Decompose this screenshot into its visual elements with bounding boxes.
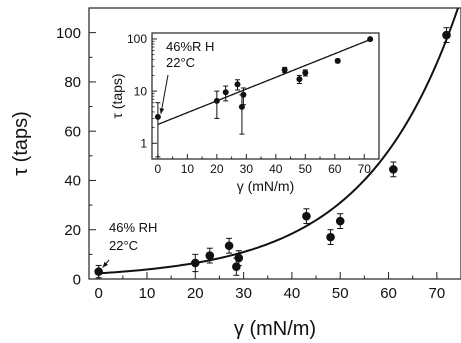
main-xtick-label: 20 (187, 285, 204, 302)
inset-data-point (334, 57, 341, 64)
inset-xtick-label: 30 (240, 162, 254, 176)
main-data-point (205, 251, 215, 260)
inset-xtick-label: 70 (358, 162, 372, 176)
main-annotation-arrowhead (102, 261, 108, 268)
main-frame (88, 7, 461, 280)
main-data-point (302, 211, 311, 221)
inset-annotation-text: 22°C (166, 55, 195, 70)
main-annotation-text: 46% RH (109, 220, 157, 235)
main-data-point (389, 165, 398, 174)
inset-annotation-text: 46%R H (166, 39, 214, 54)
inset-xtick-label: 50 (299, 162, 313, 176)
inset-data-point (302, 69, 309, 76)
main-annotation-text: 22°C (109, 238, 138, 253)
inset-ytick-label: 100 (127, 32, 147, 46)
main-y-axis-label: τ (taps) (10, 111, 32, 176)
inset-xtick-label: 40 (269, 162, 283, 176)
inset-xtick-label: 20 (210, 162, 224, 176)
main-data-point (224, 241, 234, 251)
inset-xtick-label: 0 (155, 162, 162, 176)
main-xtick-label: 60 (380, 285, 397, 302)
main-data-point (326, 232, 335, 242)
main-xtick-label: 40 (284, 285, 301, 302)
inset-data-point (213, 97, 220, 104)
main-ytick-label: 100 (56, 25, 81, 42)
inset-ytick-label: 10 (134, 84, 148, 98)
inset-data-point (154, 113, 161, 120)
main-xtick-label: 0 (94, 285, 102, 302)
main-fit-curve (98, 8, 460, 275)
main-xtick-label: 50 (332, 285, 349, 302)
inset-xtick-label: 10 (181, 162, 195, 176)
inset-data-point (222, 89, 229, 96)
inset-ytick-label: 1 (140, 136, 147, 150)
main-data-point (232, 262, 241, 271)
main-data-point (190, 258, 200, 268)
inset-x-axis-label: γ (mN/m) (237, 178, 295, 194)
main-data-point (94, 267, 103, 276)
inset-fit-curve (157, 38, 371, 126)
inset-data-point (240, 91, 247, 98)
inset-xtick-label: 60 (328, 162, 342, 176)
main-ytick-label: 0 (73, 271, 81, 288)
main-ytick-label: 40 (64, 173, 81, 190)
main-xtick-label: 70 (429, 285, 446, 302)
inset-data-point (238, 103, 245, 110)
main-data-point (442, 30, 451, 40)
inset-data-point (296, 76, 303, 83)
main-ytick-label: 80 (64, 74, 81, 91)
inset-data-point (281, 66, 288, 73)
main-ytick-label: 60 (64, 123, 81, 140)
inset-annotation-arrowhead (159, 108, 165, 114)
main-ytick-label: 20 (64, 222, 81, 239)
main-xtick-label: 10 (139, 285, 156, 302)
inset-chart: 0 10 20 30 40 50 60 70 1 10 100 γ (mN/m) τ (taps) 46%… (109, 32, 380, 194)
inset-annotation-arrow (160, 74, 169, 115)
main-xtick-label: 30 (235, 285, 252, 302)
inset-y-axis-label: τ (taps) (109, 73, 125, 118)
inset-data-point (367, 36, 374, 43)
inset-data-point (234, 81, 241, 88)
main-x-axis-label: γ (mN/m) (234, 318, 316, 340)
main-data-point (234, 253, 244, 263)
main-data-point (335, 216, 345, 226)
